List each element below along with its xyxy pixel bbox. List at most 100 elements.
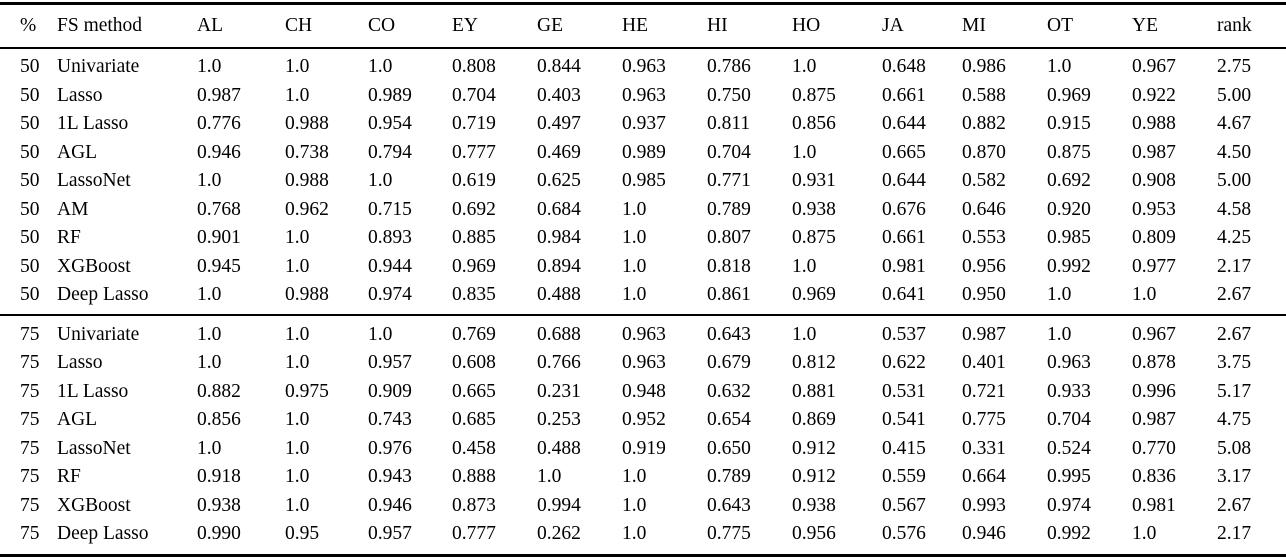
method-cell: AGL <box>57 141 98 163</box>
value-cell: 0.981 <box>882 255 926 277</box>
value-cell: 0.992 <box>1047 255 1091 277</box>
value-cell: 0.750 <box>707 84 751 106</box>
method-cell: Deep Lasso <box>57 523 149 544</box>
value-cell: 1.0 <box>1047 56 1072 77</box>
value-cell: 1.0 <box>285 56 310 77</box>
value-cell: 0.933 <box>1047 380 1091 402</box>
value-cell: 1.0 <box>285 466 310 487</box>
value-cell: 0.253 <box>537 409 581 430</box>
value-cell: 1.0 <box>285 409 310 430</box>
column-header-ja: JA <box>882 3 962 49</box>
table-row: 50 Deep Lasso 1.0 0.988 0.974 0.835 0.488 1.0 0.… <box>0 281 1286 315</box>
value-cell: 0.488 <box>537 437 581 459</box>
value-cell: 0.679 <box>707 352 751 373</box>
value-cell: 0.836 <box>1132 466 1176 487</box>
rank-cell: 4.25 <box>1217 227 1252 248</box>
value-cell: 0.775 <box>707 523 751 544</box>
value-cell: 0.661 <box>882 227 926 248</box>
value-cell: 1.0 <box>622 494 647 516</box>
rank-cell: 2.67 <box>1217 494 1252 516</box>
value-cell: 0.692 <box>452 198 496 220</box>
value-cell: 0.648 <box>882 56 926 77</box>
header-row: % FS method AL CH CO EY GE HE HI HO JA MI OT YE rank <box>0 3 1286 49</box>
value-cell: 0.981 <box>1132 494 1176 516</box>
section-75-percent: 75 Univariate 1.0 1.0 1.0 0.769 0.688 0.963 0.64… <box>0 313 1286 556</box>
rank-cell: 3.17 <box>1217 466 1252 487</box>
value-cell: 0.989 <box>622 141 666 163</box>
pct-cell: 50 <box>20 170 40 191</box>
value-cell: 0.988 <box>285 113 329 134</box>
value-cell: 0.995 <box>1047 466 1091 487</box>
value-cell: 0.888 <box>452 466 496 487</box>
value-cell: 0.643 <box>707 494 751 516</box>
value-cell: 0.531 <box>882 380 926 402</box>
table-row: 50 XGBoost 0.945 1.0 0.944 0.969 0.894 1.0 0.818… <box>0 253 1286 282</box>
table-row: 75 Lasso 1.0 1.0 0.957 0.608 0.766 0.963 0.679 0.… <box>0 349 1286 378</box>
value-cell: 0.881 <box>792 380 836 402</box>
value-cell: 0.625 <box>537 170 581 191</box>
value-cell: 0.954 <box>368 113 412 134</box>
value-cell: 0.989 <box>368 84 412 106</box>
column-header-ch: CH <box>285 3 368 49</box>
value-cell: 0.870 <box>962 141 1006 163</box>
table-header: % FS method AL CH CO EY GE HE HI HO JA MI OT YE rank <box>0 3 1286 49</box>
table-row: 50 RF 0.901 1.0 0.893 0.885 0.984 1.0 0.807 0.875… <box>0 224 1286 253</box>
table-row: 75 LassoNet 1.0 1.0 0.976 0.458 0.488 0.919 0.65… <box>0 435 1286 464</box>
rank-cell: 2.67 <box>1217 313 1286 349</box>
value-cell: 0.704 <box>1047 409 1091 430</box>
value-cell: 0.953 <box>1132 198 1176 220</box>
value-cell: 0.969 <box>452 255 496 277</box>
value-cell: 0.661 <box>882 84 926 106</box>
value-cell: 0.812 <box>792 352 836 373</box>
column-header-: % <box>0 3 57 49</box>
rank-cell: 5.08 <box>1217 437 1252 459</box>
value-cell: 0.704 <box>707 141 751 163</box>
value-cell: 0.469 <box>537 141 581 163</box>
value-cell: 0.996 <box>1132 380 1176 402</box>
value-cell: 0.946 <box>962 523 1006 544</box>
pct-cell: 75 <box>0 313 57 349</box>
table-row: 50 AM 0.768 0.962 0.715 0.692 0.684 1.0 0.789 0.9… <box>0 196 1286 225</box>
value-cell: 1.0 <box>622 284 647 305</box>
value-cell: 0.619 <box>452 170 496 191</box>
value-cell: 1.0 <box>197 313 285 349</box>
method-cell: Lasso <box>57 352 103 373</box>
value-cell: 1.0 <box>1132 284 1157 305</box>
pct-cell: 75 <box>20 494 40 516</box>
value-cell: 0.719 <box>452 113 496 134</box>
value-cell: 0.946 <box>368 494 412 516</box>
method-cell: RF <box>57 466 81 487</box>
value-cell: 0.650 <box>707 437 751 459</box>
rank-cell: 5.00 <box>1217 84 1252 106</box>
table-row: 75 XGBoost 0.938 1.0 0.946 0.873 0.994 1.0 0.643… <box>0 492 1286 521</box>
value-cell: 0.458 <box>452 437 496 459</box>
value-cell: 1.0 <box>622 227 647 248</box>
value-cell: 0.993 <box>962 494 1006 516</box>
value-cell: 0.901 <box>197 227 241 248</box>
value-cell: 0.987 <box>1132 141 1176 163</box>
value-cell: 0.908 <box>1132 170 1176 191</box>
value-cell: 0.665 <box>882 141 926 163</box>
value-cell: 1.0 <box>197 352 222 373</box>
rank-cell: 4.58 <box>1217 198 1252 220</box>
value-cell: 0.95 <box>285 523 320 544</box>
value-cell: 0.559 <box>882 466 926 487</box>
value-cell: 0.919 <box>622 437 666 459</box>
method-cell: Univariate <box>57 56 140 77</box>
value-cell: 0.684 <box>537 198 581 220</box>
value-cell: 1.0 <box>285 437 310 459</box>
column-header-co: CO <box>368 3 452 49</box>
value-cell: 0.775 <box>962 409 1006 430</box>
value-cell: 1.0 <box>792 56 817 77</box>
value-cell: 0.835 <box>452 284 496 305</box>
method-cell: XGBoost <box>57 494 131 516</box>
value-cell: 0.937 <box>622 113 666 134</box>
table-row: 75 1L Lasso 0.882 0.975 0.909 0.665 0.231 0.948… <box>0 378 1286 407</box>
value-cell: 0.743 <box>368 409 412 430</box>
value-cell: 0.646 <box>962 198 1006 220</box>
value-cell: 1.0 <box>1047 284 1072 305</box>
method-cell: 1L Lasso <box>57 380 129 402</box>
value-cell: 0.643 <box>707 313 792 349</box>
value-cell: 0.878 <box>1132 352 1176 373</box>
value-cell: 0.786 <box>707 56 751 77</box>
